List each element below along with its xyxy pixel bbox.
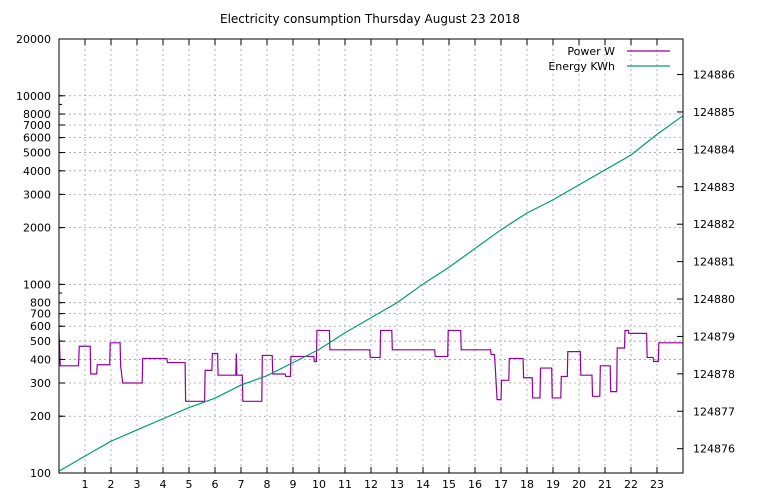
legend-label-power: Power W bbox=[567, 45, 615, 58]
x-tick-label: 12 bbox=[364, 478, 378, 491]
y-tick-label: 20000 bbox=[16, 33, 51, 46]
x-tick-label: 9 bbox=[290, 478, 297, 491]
y-tick-label: 500 bbox=[30, 335, 51, 348]
y-tick-label: 400 bbox=[30, 353, 51, 366]
y2-tick-label: 124884 bbox=[693, 143, 735, 156]
x-tick-label: 7 bbox=[238, 478, 245, 491]
y-tick-label: 6000 bbox=[23, 132, 51, 145]
x-tick-label: 8 bbox=[264, 478, 271, 491]
y2-tick-label: 124886 bbox=[693, 69, 735, 82]
x-tick-label: 15 bbox=[442, 478, 456, 491]
x-tick-label: 6 bbox=[212, 478, 219, 491]
x-tick-label: 17 bbox=[494, 478, 508, 491]
y-tick-label: 200 bbox=[30, 410, 51, 423]
y-tick-label: 800 bbox=[30, 297, 51, 310]
x-tick-label: 5 bbox=[186, 478, 193, 491]
grid bbox=[59, 38, 683, 474]
series-layer bbox=[58, 115, 684, 472]
x-tick-label: 19 bbox=[546, 478, 560, 491]
x-tick-label: 18 bbox=[520, 478, 534, 491]
x-tick-label: 16 bbox=[468, 478, 482, 491]
y-tick-label: 7000 bbox=[23, 119, 51, 132]
legend-label-energy: Energy KWh bbox=[548, 60, 615, 73]
x-tick-label: 3 bbox=[134, 478, 141, 491]
y-tick-label: 700 bbox=[30, 308, 51, 321]
x-tick-label: 11 bbox=[338, 478, 352, 491]
x-tick-label: 13 bbox=[390, 478, 404, 491]
y2-tick-label: 124876 bbox=[693, 443, 735, 456]
y-tick-label: 300 bbox=[30, 377, 51, 390]
y-tick-label: 4000 bbox=[23, 165, 51, 178]
x-tick-label: 4 bbox=[160, 478, 167, 491]
y2-tick-label: 124881 bbox=[693, 256, 735, 269]
y-tick-label: 10000 bbox=[16, 90, 51, 103]
y-tick-label: 100 bbox=[30, 467, 51, 480]
legend: Power W Energy KWh bbox=[548, 45, 670, 73]
x-tick-label: 2 bbox=[108, 478, 115, 491]
x-tick-label: 23 bbox=[650, 478, 664, 491]
y2-tick-label: 124879 bbox=[693, 330, 735, 343]
series-line-power bbox=[58, 329, 683, 402]
y2-tick-label: 124880 bbox=[693, 293, 735, 306]
y2-tick-label: 124885 bbox=[693, 106, 735, 119]
y2-tick-label: 124878 bbox=[693, 368, 735, 381]
x-tick-label: 20 bbox=[572, 478, 586, 491]
x-tick-label: 21 bbox=[598, 478, 612, 491]
y2-tick-label: 124877 bbox=[693, 405, 735, 418]
y-tick-label: 3000 bbox=[23, 188, 51, 201]
chart-title: Electricity consumption Thursday August … bbox=[220, 12, 520, 26]
x-tick-label: 10 bbox=[312, 478, 326, 491]
x-tick-label: 14 bbox=[416, 478, 430, 491]
y2-tick-label: 124882 bbox=[693, 218, 735, 231]
y-tick-label: 1000 bbox=[23, 278, 51, 291]
y2-tick-label: 124883 bbox=[693, 181, 735, 194]
x-tick-label: 22 bbox=[624, 478, 638, 491]
y-tick-label: 2000 bbox=[23, 222, 51, 235]
y-tick-label: 600 bbox=[30, 320, 51, 333]
x-tick-label: 1 bbox=[82, 478, 89, 491]
series-line-energy bbox=[58, 115, 684, 472]
y-tick-label: 8000 bbox=[23, 108, 51, 121]
y-tick-label: 5000 bbox=[23, 147, 51, 160]
